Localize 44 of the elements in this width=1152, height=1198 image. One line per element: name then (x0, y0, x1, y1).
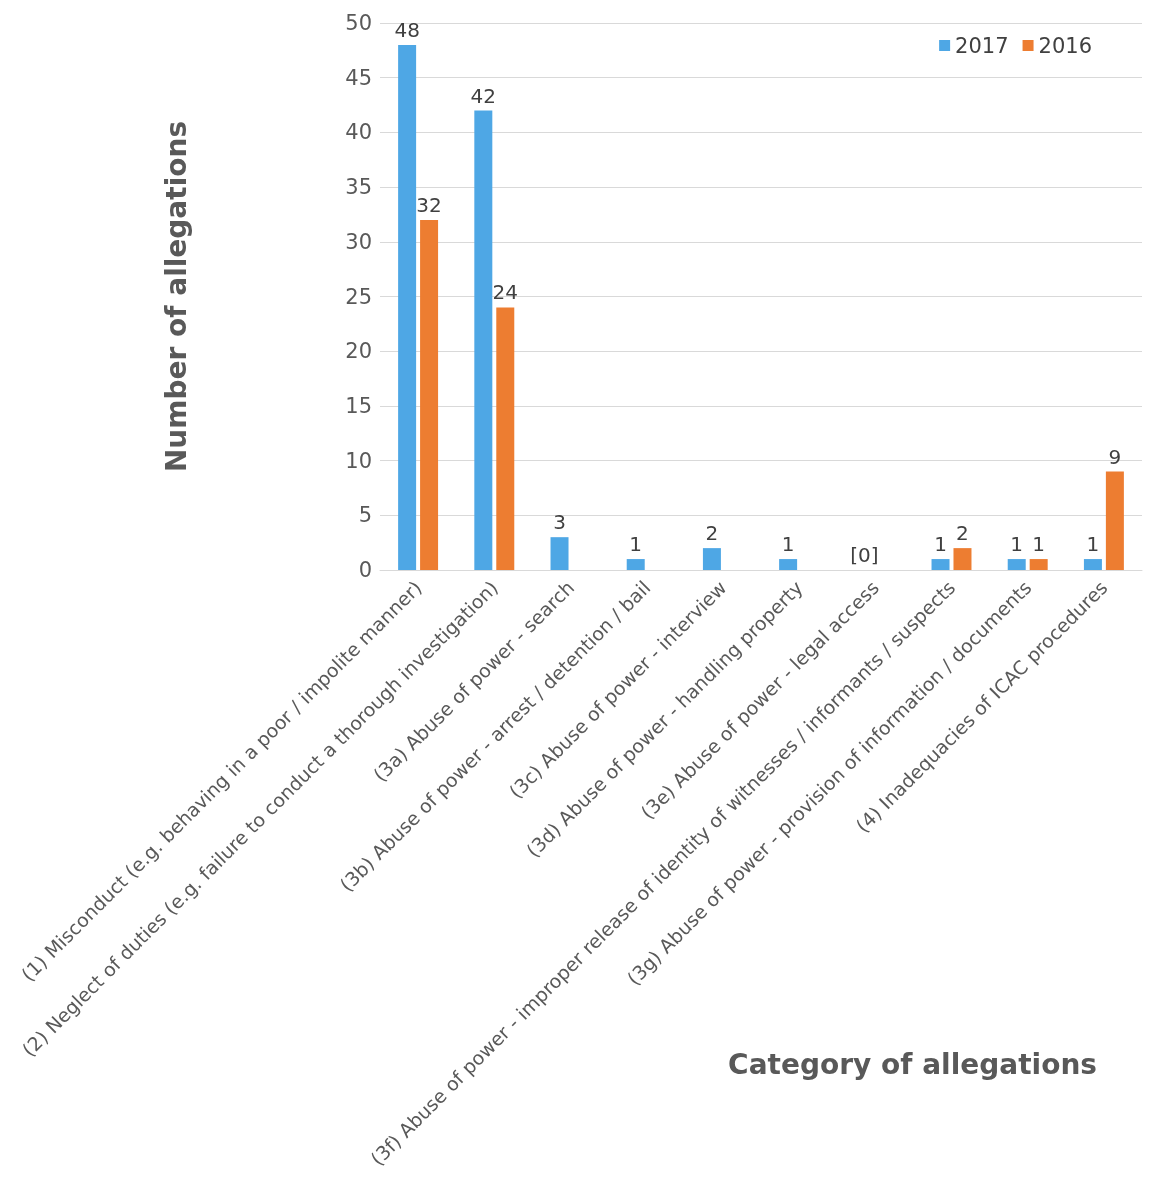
y-tick-label: 35 (345, 175, 372, 200)
y-tick-label: 10 (345, 448, 372, 473)
data-label: 9 (1108, 444, 1122, 469)
data-label: 1 (781, 532, 795, 557)
legend-label: 2017 (955, 33, 1009, 58)
data-label: [0] (850, 543, 879, 567)
data-label: 2 (956, 521, 969, 546)
bar (1105, 471, 1124, 570)
bar (1007, 559, 1026, 570)
x-axis-title: Category of allegations (728, 1047, 1098, 1081)
data-label: 1 (934, 532, 947, 557)
bar (779, 559, 798, 570)
y-axis-title: Number of allegations (159, 120, 193, 473)
y-tick-label: 40 (345, 120, 372, 145)
data-label: 42 (470, 83, 497, 108)
y-tick-label: 0 (358, 558, 372, 582)
data-label: 48 (394, 17, 420, 42)
data-label: 32 (416, 192, 442, 217)
bar (420, 219, 439, 570)
y-tick-label: 45 (345, 65, 372, 90)
bar (931, 559, 950, 570)
data-label: 2 (705, 521, 719, 546)
data-label: 3 (553, 510, 566, 535)
bar (702, 548, 721, 570)
y-tick-label: 50 (345, 11, 372, 35)
bar (496, 307, 515, 570)
y-tick-label: 15 (345, 393, 372, 418)
legend-label: 2016 (1038, 33, 1093, 58)
bar (398, 44, 417, 570)
data-label: 1 (629, 532, 643, 557)
y-tick-label: 5 (358, 503, 372, 528)
bar (1029, 559, 1048, 570)
y-tick-label: 20 (345, 339, 372, 364)
data-label: 24 (492, 280, 519, 305)
y-tick-label: 25 (345, 284, 372, 309)
bar (1083, 559, 1102, 570)
y-tick-label: 30 (345, 229, 372, 254)
data-label: 1 (1086, 532, 1100, 557)
bar (953, 548, 972, 570)
bar (626, 559, 645, 570)
data-label: 1 (1032, 532, 1046, 557)
bar (550, 537, 569, 570)
data-label: 1 (1010, 532, 1024, 557)
bar (474, 110, 493, 570)
